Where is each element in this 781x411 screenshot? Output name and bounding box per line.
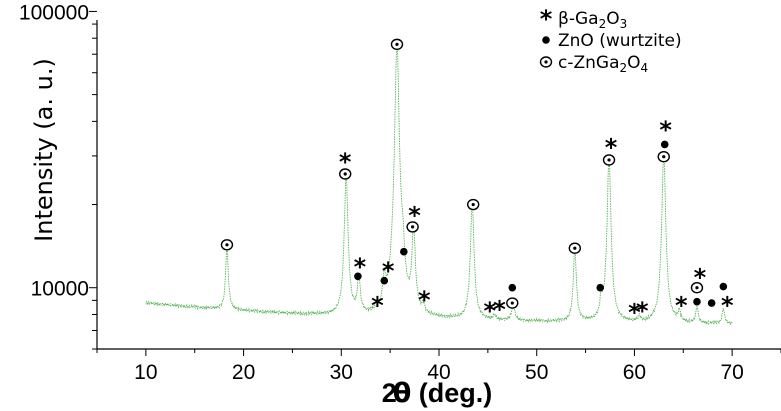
znga2o4-marker-center [662,155,666,159]
zno-marker [596,283,605,292]
znga2o4-marker-center [471,202,475,207]
x-tick-label: 60 [623,361,646,384]
x-axis-title-prefix: 2 [382,378,397,408]
beta-ga2o3-marker: * [675,291,688,319]
beta-ga2o3-marker: * [371,291,384,319]
x-tick-label: 20 [232,361,255,384]
legend-label-part: 2 [620,61,628,75]
znga2o4-marker-center [395,42,399,46]
beta-ga2o3-marker: * [694,263,707,291]
znga2o4-marker-center [695,286,699,290]
zno-marker [400,247,408,256]
x-tick-label: 70 [720,361,743,384]
znga2o4-marker-center [225,243,229,247]
znga2o4-marker-center [573,246,577,250]
beta-ga2o3-marker: * [721,291,734,319]
x-axis-title-suffix: (deg.) [411,378,492,408]
beta-ga2o3-marker: * [382,257,395,285]
legend-label-part: O [606,9,619,29]
y-axis-title: Intensity (a. u.) [30,58,58,242]
legend-label-part: β-Ga [558,9,599,29]
beta-ga2o3-marker: * [339,148,352,176]
beta-ga2o3-marker: * [605,133,618,161]
zno-marker [660,140,669,149]
x-ticks: 10 20 30 40 50 60 70 [96,349,781,384]
beta-ga2o3-marker: * [628,299,641,327]
znga2o4-marker-center [411,225,415,229]
plot-area: ****** ********* [145,38,734,327]
x-tick-label: 50 [525,361,548,384]
legend-entry-label: ZnO (wurtzite) [558,31,682,51]
legend-label-part: 4 [641,61,649,75]
y-tick-label: 10000 [31,278,89,301]
y-ticks: 10000 100000 [19,1,97,350]
legend-label-part: 2 [599,17,607,31]
zno-marker [719,282,728,291]
zno-marker [354,272,362,281]
y-tick-label: 100000 [19,1,89,24]
legend-label-part: ZnO (wurtzite) [558,31,682,51]
x-tick-label: 30 [330,361,353,384]
znga2o4-marker-center [510,301,514,305]
x-axis-title-theta: θ [393,378,412,409]
legend-symbol-ring-center [544,60,548,64]
zno-marker [508,283,517,292]
legend-label-part: O [627,53,640,73]
x-axis-title: 2θ (deg.) [382,378,493,409]
legend-symbol-star: * [540,5,553,33]
beta-ga2o3-marker: * [408,202,421,230]
zno-marker [380,276,389,285]
znga2o4-marker-center [343,172,347,176]
beta-ga2o3-marker: * [418,286,431,314]
x-tick-label: 10 [134,361,157,384]
beta-ga2o3-marker: * [354,253,367,281]
legend-symbol-dot [542,36,550,44]
legend-label-part: c-ZnGa [558,53,620,73]
beta-ga2o3-marker: * [484,297,497,325]
zno-marker [693,297,701,306]
spectrum-line [145,44,733,326]
beta-ga2o3-marker: * [636,297,649,325]
x-tick-label: 40 [427,361,450,384]
beta-ga2o3-marker: * [493,296,506,324]
zno-marker [707,299,716,307]
legend-label-part: 3 [620,17,628,31]
beta-ga2o3-marker: * [659,116,672,144]
znga2o4-marker-center [607,158,611,162]
legend-entry-label: c-ZnGa2O4 [558,53,648,75]
legend-entry-label: β-Ga2O3 [558,9,627,31]
